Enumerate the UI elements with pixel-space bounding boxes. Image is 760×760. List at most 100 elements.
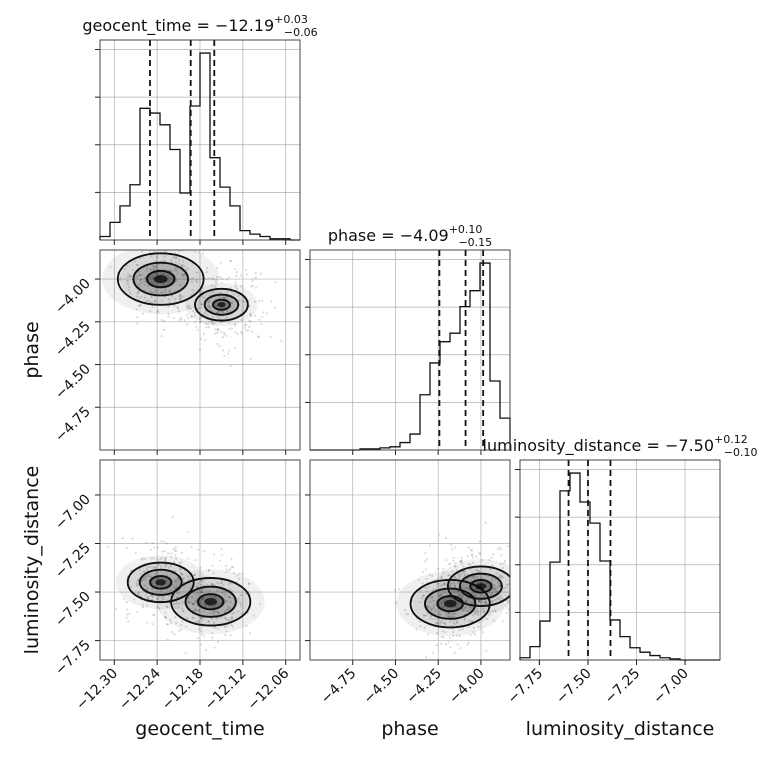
sample-point	[177, 262, 180, 265]
sample-point	[137, 273, 141, 277]
sample-point	[474, 555, 478, 558]
sample-point	[168, 237, 170, 239]
density-panel-phase-luminosity_distance	[309, 459, 518, 661]
sample-point	[208, 305, 211, 308]
sample-point	[145, 266, 149, 269]
sample-point	[140, 273, 144, 277]
sample-point	[200, 583, 203, 586]
sample-point	[456, 582, 460, 585]
sample-point	[212, 321, 215, 324]
sample-point	[160, 291, 163, 294]
sample-point	[164, 615, 167, 618]
sample-point	[495, 590, 498, 593]
sample-point	[427, 586, 430, 589]
sample-point	[204, 322, 207, 325]
sample-point	[226, 618, 229, 622]
sample-point	[485, 582, 488, 585]
sample-point	[134, 551, 137, 554]
sample-point	[132, 598, 136, 601]
sample-point	[147, 285, 150, 288]
sample-point	[481, 630, 485, 634]
sample-point	[471, 553, 474, 557]
sample-point	[153, 280, 156, 284]
sample-point	[143, 557, 146, 560]
sample-point	[437, 612, 440, 615]
sample-point	[174, 267, 178, 270]
sample-point	[147, 299, 150, 302]
sample-point	[228, 619, 231, 622]
sample-point	[195, 585, 198, 588]
sample-point	[211, 564, 214, 567]
sample-point	[456, 643, 459, 646]
sample-point	[397, 587, 401, 590]
sample-point	[471, 561, 475, 564]
ytick-label-phase-1: −4.50	[52, 361, 94, 403]
sample-point	[173, 633, 176, 636]
sample-point	[438, 533, 441, 536]
sample-point	[219, 291, 222, 294]
sample-point	[453, 651, 456, 654]
sample-point	[240, 318, 243, 321]
sample-point	[480, 601, 483, 604]
sample-point	[216, 275, 219, 279]
sample-point	[167, 315, 170, 318]
sample-point	[167, 305, 170, 308]
sample-point	[138, 303, 142, 306]
sample-point	[137, 242, 139, 244]
sample-point	[454, 590, 457, 593]
sample-point	[457, 594, 460, 597]
sample-point	[193, 320, 197, 324]
xtick-label-phase-3: −4.00	[446, 666, 488, 708]
sample-point	[444, 623, 447, 626]
sample-point	[239, 284, 242, 287]
sample-point	[195, 609, 198, 612]
sample-point	[200, 590, 203, 594]
sample-point	[205, 589, 208, 592]
sample-point	[476, 569, 479, 572]
sample-point	[174, 256, 178, 260]
sample-point	[222, 583, 225, 586]
sample-point	[498, 585, 501, 588]
sample-point	[223, 625, 226, 629]
sample-point	[452, 581, 455, 584]
sample-point	[254, 286, 258, 289]
sample-point	[156, 268, 159, 271]
sample-point	[151, 265, 154, 268]
sample-point	[502, 562, 505, 565]
sample-point	[218, 275, 221, 279]
sample-point	[471, 571, 474, 574]
sample-point	[164, 558, 167, 562]
sample-point	[200, 306, 203, 309]
sample-point	[456, 589, 459, 592]
sample-point	[486, 617, 489, 621]
sample-point	[506, 583, 509, 586]
sample-point	[430, 607, 433, 610]
sample-point	[432, 604, 436, 607]
sample-point	[229, 581, 232, 585]
sample-point	[122, 598, 125, 601]
sample-point	[516, 591, 518, 593]
sample-point	[223, 296, 226, 299]
sample-point	[449, 584, 452, 587]
sample-point	[182, 585, 185, 588]
sample-point	[250, 314, 253, 318]
sample-point	[178, 561, 181, 565]
sample-point	[155, 255, 158, 259]
sample-point	[211, 631, 214, 635]
sample-point	[209, 306, 212, 309]
sample-point	[196, 278, 199, 281]
sample-point	[458, 629, 461, 632]
sample-point	[452, 621, 455, 624]
sample-point	[442, 582, 446, 585]
sample-point	[194, 250, 197, 253]
sample-point	[151, 542, 154, 545]
sample-point	[213, 553, 216, 556]
sample-point	[162, 328, 165, 332]
sample-point	[248, 632, 251, 635]
sample-point	[166, 605, 169, 609]
sample-point	[445, 614, 448, 617]
sample-point	[208, 612, 212, 615]
sample-point	[137, 283, 140, 286]
sample-point	[162, 233, 164, 235]
sample-point	[211, 636, 214, 639]
